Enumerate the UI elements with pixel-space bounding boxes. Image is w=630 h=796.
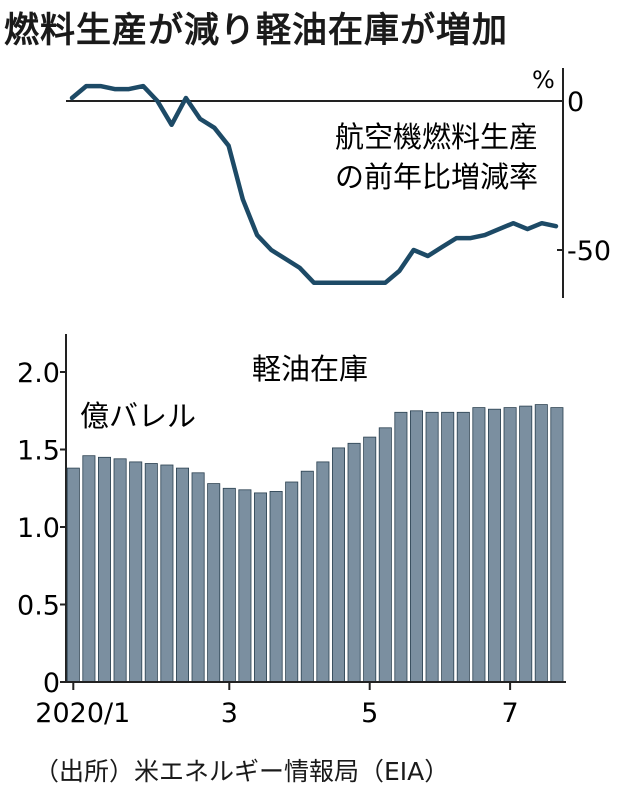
stock-bar [207,483,221,683]
stock-bar [82,455,96,683]
stock-bar [503,407,517,683]
stock-bar [269,490,283,683]
bar-x-tick-label: 5 [361,698,378,729]
line-title-line-1: 航空機燃料生産 [335,120,538,154]
stock-bar [347,442,361,683]
line-y-tick-label: -50 [567,236,611,267]
stock-bar [144,463,158,683]
line-chart: % 航空機燃料生産 の前年比増減率 0 -50 [66,66,611,298]
jet-fuel-series-line [69,83,559,286]
line-y-tick-label: 0 [567,87,584,118]
stock-bar [175,467,189,683]
bar-chart: 軽油在庫 億バレル 0 0.5 1.0 1.5 2.0 2020/1 3 5 7 [17,334,566,729]
stock-bar [456,411,470,683]
stock-bar [441,411,455,683]
stock-bar [550,407,564,683]
stock-bar [409,410,423,683]
bar-x-tick-label: 3 [221,698,238,729]
stock-bar [129,461,143,683]
bar-y-tick-label: 2.0 [17,358,60,389]
bar-y-tick-label: 1.5 [17,436,60,467]
headline: 燃料生産が減り軽油在庫が増加 [4,11,509,51]
stock-bar [378,427,392,683]
line-title-line-2: の前年比増減率 [335,160,538,194]
bar-y-tick-label: 1.0 [17,513,60,544]
stock-bar [472,407,486,683]
stock-bar [98,456,112,683]
stock-bar [113,458,127,683]
stock-bar [285,481,299,683]
bar-x-tick-label: 7 [502,698,519,729]
source-note: （出所）米エネルギー情報局（EIA） [34,757,450,786]
bar-unit-label: 億バレル [80,399,196,433]
stock-bar [363,436,377,683]
stock-bar [253,492,267,683]
stock-bar [394,411,408,683]
stock-bar [300,470,314,683]
stock-bar [238,489,252,683]
stock-bar [222,487,236,683]
stock-bar [191,472,205,683]
stock-bar [160,464,174,683]
bar-y-tick-label: 0 [43,668,60,699]
stock-bar [66,467,80,683]
stock-bar [331,447,345,683]
stock-bar [316,461,330,683]
bar-title: 軽油在庫 [252,352,368,386]
stock-bar [534,404,548,683]
line-unit-label: % [532,66,555,94]
stock-bar [519,405,533,683]
bar-x-tick-label: 2020/1 [35,698,130,729]
stock-bar [487,408,501,683]
bar-y-tick-label: 0.5 [17,591,60,622]
stock-bar [425,411,439,683]
